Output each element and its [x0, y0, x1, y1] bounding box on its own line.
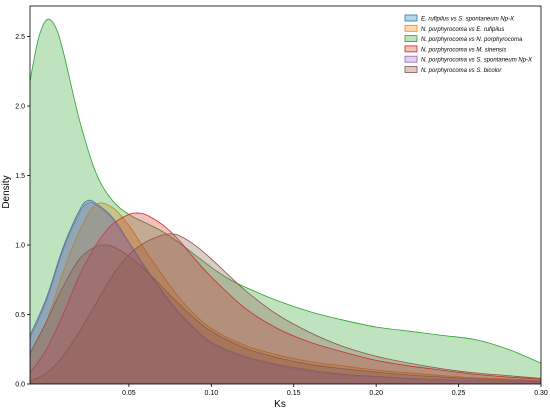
legend-label: N. porphyrocoma vs M. sinensis — [421, 47, 506, 53]
legend: E. rufipilus vs S. spontaneum Np-X N. por… — [404, 14, 533, 74]
x-axis-label: Ks — [274, 399, 286, 410]
x-tick-label: 0.05 — [122, 390, 136, 397]
legend-label: N. porphyrocoma vs S. bicolor — [421, 68, 502, 74]
density-line-5 — [29, 202, 542, 384]
density-line-7 — [29, 244, 542, 382]
x-tick-label: 0.15 — [287, 390, 301, 397]
density-areas — [29, 18, 542, 384]
legend-swatch — [404, 14, 418, 22]
legend-label: N. porphyrocoma vs E. rufipilus — [421, 27, 504, 33]
x-tick-label: 0.10 — [205, 390, 219, 397]
y-tick-label: 0.0 — [15, 382, 25, 389]
density-area-3 — [30, 19, 541, 384]
density-area-4 — [30, 213, 541, 384]
legend-swatch — [404, 24, 418, 32]
density-area-7 — [30, 244, 541, 384]
x-tick-label: 0.30 — [534, 390, 548, 397]
legend-swatch — [404, 66, 418, 73]
density-area-5 — [30, 202, 541, 384]
x-tick-label: 0.20 — [369, 390, 383, 397]
density-line-2 — [29, 202, 542, 381]
y-tick-label: 2.0 — [15, 104, 25, 111]
y-axis-label: Density — [1, 175, 12, 208]
y-tick-label: 1.0 — [15, 243, 25, 250]
y-tick-label: 1.5 — [15, 173, 25, 180]
density-area-1 — [30, 200, 541, 384]
y-axis-ticks: 0.0 0.5 1.0 1.5 2.0 2.5 — [15, 34, 30, 389]
density-area-2 — [30, 202, 541, 384]
density-area-6 — [30, 233, 541, 384]
x-axis-ticks: 0.05 0.10 0.15 0.20 0.25 0.30 — [122, 384, 548, 397]
y-tick-label: 2.5 — [15, 34, 25, 41]
x-tick-label: 0.25 — [452, 390, 466, 397]
legend-swatch — [404, 55, 418, 63]
density-line-3 — [29, 18, 542, 364]
legend-label: N. porphyrocoma vs S. spontaneum Np-X — [421, 58, 533, 64]
legend-label: E. rufipilus vs S. spontaneum Np-X — [421, 17, 515, 23]
density-line-4 — [29, 212, 542, 380]
y-tick-label: 0.5 — [15, 312, 25, 319]
legend-swatch — [404, 45, 418, 53]
legend-swatch — [404, 35, 418, 42]
plot-frame — [29, 5, 542, 385]
density-line-6 — [29, 233, 542, 382]
legend-label: N. porphyrocoma vs N. porphyrocoma — [421, 37, 523, 43]
